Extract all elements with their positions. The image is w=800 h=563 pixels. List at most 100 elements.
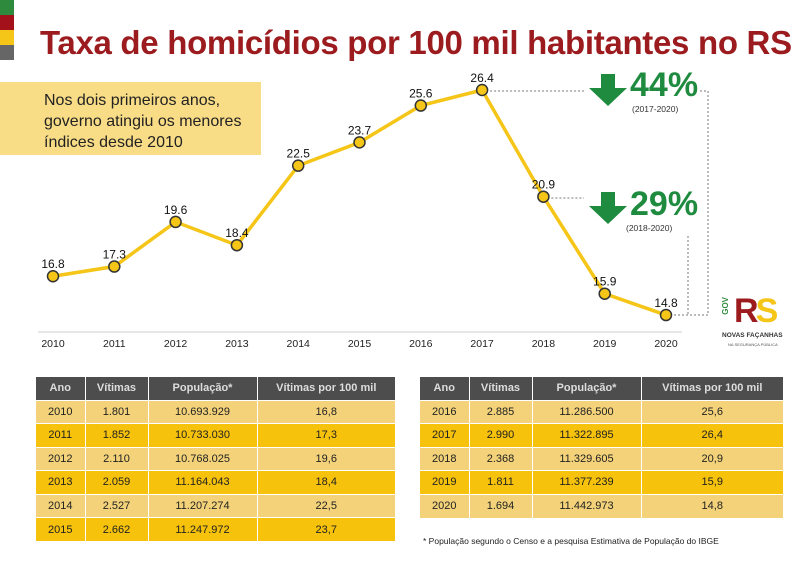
table-right: Ano Vítimas População* Vítimas por 100 m…: [420, 377, 784, 518]
table-cell: 2017: [420, 423, 470, 447]
table-row: 2019 1.811 11.377.239 15,9: [420, 470, 784, 494]
col-header: Ano: [420, 377, 470, 400]
connector-29: [551, 197, 689, 315]
table-cell: 2.110: [85, 446, 149, 471]
data-label: 16.8: [41, 257, 65, 271]
arrow-down-icon: [589, 192, 627, 224]
x-tick-label: 2013: [225, 338, 249, 350]
table-cell: 1.852: [85, 423, 149, 447]
x-tick-label: 2018: [532, 338, 556, 350]
data-label: 15.9: [593, 275, 617, 289]
data-label: 23.7: [348, 123, 372, 137]
table-cell: 2.368: [469, 446, 533, 471]
table-row: 2017 2.990 11.322.895 26,4: [420, 423, 784, 447]
flag-strip-red: [0, 15, 14, 30]
table-cell: 11.442.973: [532, 493, 642, 518]
table-cell: 23,7: [257, 517, 396, 541]
callout-29-percent: 29%: [630, 185, 699, 223]
table-cell: 2014: [36, 493, 86, 518]
table-cell: 2016: [420, 399, 470, 424]
data-point: [353, 136, 366, 149]
table-cell: 11.207.274: [148, 493, 258, 518]
table-cell: 14,8: [641, 493, 784, 518]
table-row: 2013 2.059 11.164.043 18,4: [36, 470, 396, 494]
callout-44-percent: 44%: [630, 66, 699, 104]
x-tick-label: 2015: [348, 338, 372, 350]
table-row: 2010 1.801 10.693.929 16,8: [36, 399, 396, 424]
table-cell: 1.801: [85, 399, 149, 424]
line-chart: 16.8 2010 17.3 2011 19.6 2012 18.4 2013 22.5 2014…: [38, 71, 709, 350]
table-cell: 2011: [36, 423, 86, 447]
table-cell: 2.527: [85, 493, 149, 518]
table-cell: 2015: [36, 517, 86, 541]
flag-strip-gray: [0, 45, 14, 60]
note-line: Nos dois primeiros anos,: [44, 92, 221, 109]
logo-gov: GOV: [721, 297, 730, 315]
connector-44: [490, 90, 709, 316]
table-cell: 20,9: [641, 446, 784, 471]
page-title: Taxa de homicídios por 100 mil habitante…: [40, 24, 792, 61]
x-tick-label: 2014: [287, 338, 311, 350]
data-point: [169, 215, 182, 229]
table-cell: 10.768.025: [148, 446, 258, 471]
x-tick-label: 2010: [41, 338, 65, 350]
table-row: 2015 2.662 11.247.972 23,7: [36, 517, 396, 541]
callout-44-range: (2017-2020): [632, 104, 679, 114]
table-cell: 1.811: [469, 470, 533, 494]
x-tick-label: 2016: [409, 338, 433, 350]
col-header: População*: [148, 377, 258, 400]
table-cell: 16,8: [257, 399, 396, 424]
logo-rs: RS: [734, 292, 778, 330]
table-row: 2012 2.110 10.768.025 19,6: [36, 446, 396, 471]
table-cell: 2012: [36, 446, 86, 471]
data-label: 18.4: [225, 226, 249, 240]
table-cell: 2.662: [85, 517, 149, 541]
data-point: [46, 269, 60, 283]
data-label: 26.4: [470, 71, 494, 85]
x-tick-label: 2019: [593, 338, 617, 350]
data-point: [291, 159, 305, 172]
data-point: [475, 83, 489, 97]
table-cell: 10.693.929: [148, 399, 258, 424]
table-cell: 2013: [36, 470, 86, 494]
col-header: Vítimas por 100 mil: [641, 377, 784, 400]
x-tick-label: 2020: [654, 338, 678, 350]
table-cell: 2010: [36, 399, 86, 424]
data-label: 14.8: [654, 296, 678, 310]
col-header: Vítimas por 100 mil: [257, 377, 396, 400]
table-cell: 19,6: [257, 446, 396, 471]
table-cell: 2020: [420, 493, 470, 518]
table-cell: 18,4: [257, 470, 396, 494]
table-cell: 11.286.500: [532, 399, 642, 424]
note-line: índices desde 2010: [44, 134, 183, 151]
note-line: governo atingiu os menores: [44, 113, 242, 130]
logo-line2: NA SEGURANÇA PÚBLICA: [728, 342, 778, 347]
table-left: Ano Vítimas População* Vítimas por 100 m…: [36, 377, 396, 541]
table-cell: 1.694: [469, 493, 533, 518]
arrow-down-icon: [589, 74, 627, 106]
data-point: [108, 260, 121, 273]
logo: GOV RS NOVAS FAÇANHAS NA SEGURANÇA PÚBLI…: [721, 292, 792, 350]
data-label: 19.6: [164, 203, 188, 217]
table-row: 2011 1.852 10.733.030 17,3: [36, 423, 396, 447]
data-label: 20.9: [532, 178, 556, 192]
table-cell: 11.329.605: [532, 446, 642, 471]
table-cell: 2019: [420, 470, 470, 494]
x-tick-label: 2012: [164, 338, 188, 350]
data-point: [659, 308, 673, 322]
col-header: Vítimas: [469, 377, 533, 400]
table-cell: 2.990: [469, 423, 533, 447]
table-cell: 2.059: [85, 470, 149, 494]
flag-strip-green: [0, 0, 14, 15]
data-label: 22.5: [287, 147, 311, 161]
flag-strip-yellow: [0, 30, 14, 45]
table-cell: 15,9: [641, 470, 784, 494]
callout-29-range: (2018-2020): [626, 223, 673, 233]
table-cell: 2018: [420, 446, 470, 471]
data-point: [537, 190, 550, 203]
logo-line1: NOVAS FAÇANHAS: [722, 332, 783, 339]
col-header: População*: [532, 377, 642, 400]
table-cell: 2.885: [469, 399, 533, 424]
table-row: 2016 2.885 11.286.500 25,6: [420, 399, 784, 424]
table-row: 2014 2.527 11.207.274 22,5: [36, 493, 396, 518]
